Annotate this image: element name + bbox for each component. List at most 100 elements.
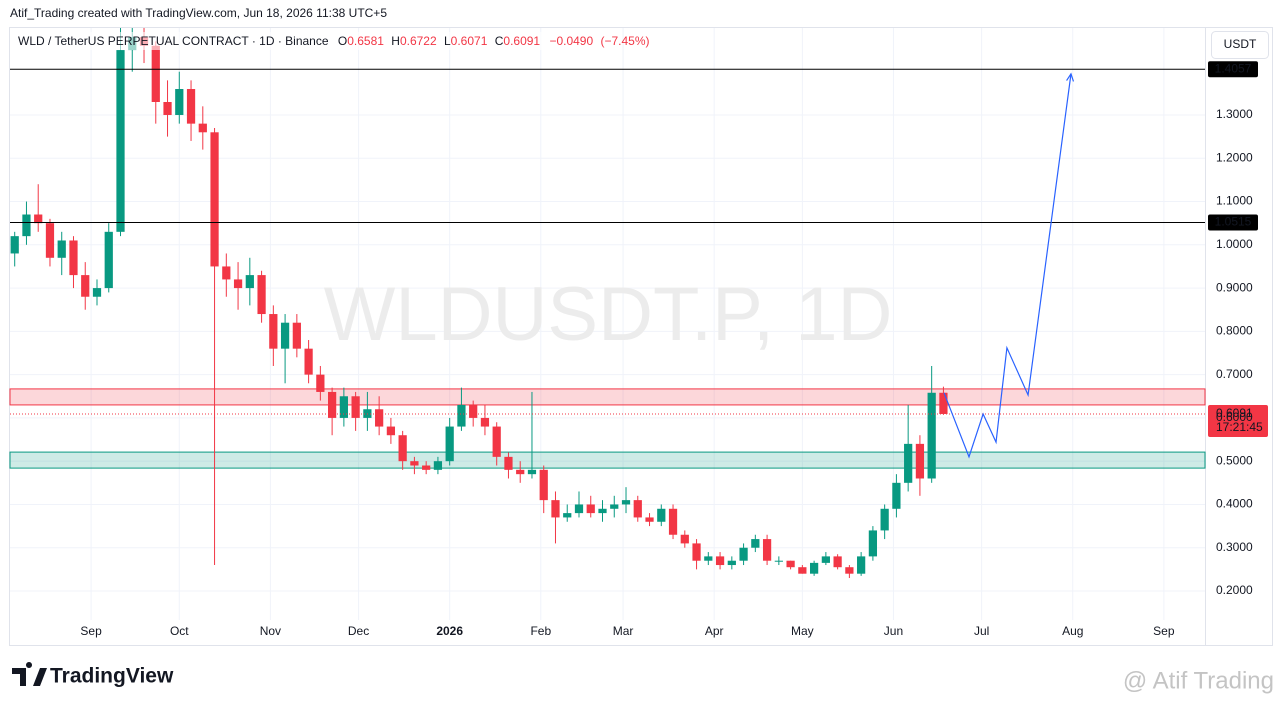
candle-body xyxy=(151,45,160,102)
candle-body xyxy=(116,50,125,232)
y-tick-label: 0.6000 xyxy=(1216,410,1253,424)
candle-body xyxy=(598,508,607,514)
candle-body xyxy=(680,534,689,544)
candle-body xyxy=(727,560,736,566)
watermark: WLDUSDT.P, 1D xyxy=(324,272,893,357)
high-value: 0.6722 xyxy=(400,34,437,48)
candle-body xyxy=(880,508,889,531)
y-tick-label: 0.7000 xyxy=(1216,367,1253,381)
candle-body xyxy=(245,275,254,289)
header-credit: Atif_Trading created with TradingView.co… xyxy=(10,6,387,20)
price-zone xyxy=(9,388,1206,406)
chart-frame xyxy=(9,27,1273,646)
candle-body xyxy=(304,348,313,375)
x-tick-label: Nov xyxy=(260,624,281,638)
candle-body xyxy=(175,89,184,115)
ohlc-legend: WLD / TetherUS PERPETUAL CONTRACT · 1D ·… xyxy=(18,34,650,48)
candle-body xyxy=(45,223,55,258)
x-tick-label: Sep xyxy=(80,624,102,638)
y-tick-label: 0.2000 xyxy=(1216,583,1253,597)
currency-button[interactable] xyxy=(1211,31,1269,59)
candle-body xyxy=(657,508,666,522)
candle-body xyxy=(492,426,501,457)
x-tick-label: Sep xyxy=(1153,624,1175,638)
candle-body xyxy=(762,539,772,561)
countdown-label: 17:21:45 xyxy=(1216,420,1263,434)
candle-body xyxy=(645,517,654,522)
candle-body xyxy=(328,391,337,418)
tradingview-logo: TradingView xyxy=(12,662,174,688)
candle-body xyxy=(339,396,348,418)
symbol-title: WLD / TetherUS PERPETUAL CONTRACT · 1D ·… xyxy=(18,34,329,48)
change-percent: (−7.45%) xyxy=(601,34,650,48)
high-label: H xyxy=(391,34,400,48)
last-price-tag xyxy=(1208,404,1268,437)
open-label: O xyxy=(338,34,347,48)
currency-label[interactable]: USDT xyxy=(1224,37,1257,51)
axes: 0.2000 0.3000 0.4000 0.5000 0.6000 0.7000 0.80… xyxy=(80,107,1253,638)
candle-body xyxy=(410,461,419,466)
candle-body xyxy=(610,504,619,509)
x-tick-label: Jun xyxy=(884,624,903,638)
candle-body xyxy=(198,123,207,133)
candle-body xyxy=(92,288,102,297)
level-tag xyxy=(1208,214,1258,231)
candle-body xyxy=(904,443,913,483)
candle-body xyxy=(516,469,525,475)
price-zone xyxy=(9,451,1206,469)
candle-body xyxy=(422,465,431,470)
candle-body xyxy=(527,469,537,475)
candle-body xyxy=(316,374,325,392)
x-tick-label: May xyxy=(791,624,814,638)
candle-body xyxy=(22,214,31,237)
x-tick-label: 2026 xyxy=(436,624,463,638)
x-tick-label: Oct xyxy=(170,624,189,638)
candle-body xyxy=(163,102,172,115)
candle-body xyxy=(398,435,407,462)
candle-body xyxy=(845,567,854,574)
candle-body xyxy=(539,469,548,501)
close-label: C xyxy=(495,34,504,48)
y-tick-label: 0.5000 xyxy=(1216,453,1253,467)
candle-body xyxy=(915,443,925,479)
x-tick-label: Jul xyxy=(974,624,989,638)
candle-body xyxy=(257,275,266,315)
candle-body xyxy=(809,562,819,574)
candle-body xyxy=(621,500,631,505)
low-value: 0.6071 xyxy=(451,34,488,48)
candle-body xyxy=(104,231,113,289)
candle-body xyxy=(504,456,513,470)
x-tick-label: Apr xyxy=(705,624,724,638)
candles xyxy=(10,28,948,579)
logo-text: TradingView xyxy=(50,665,174,688)
level-tag-label: 1.4057 xyxy=(1215,61,1252,75)
candle-body xyxy=(186,89,196,124)
x-tick-label: Dec xyxy=(348,624,369,638)
candle-body xyxy=(715,556,725,566)
x-tick-label: Feb xyxy=(530,624,551,638)
candle-body xyxy=(751,539,760,548)
grid xyxy=(10,28,1205,620)
last-price-label: 0.6091 xyxy=(1216,406,1253,420)
candle-body xyxy=(574,504,584,514)
candle-body xyxy=(692,543,701,561)
open-value: 0.6581 xyxy=(347,34,384,48)
candle-body xyxy=(892,482,901,509)
y-tick-label: 1.3000 xyxy=(1216,107,1253,121)
candle-body xyxy=(857,556,866,574)
projection-arrowhead xyxy=(1066,72,1075,82)
candle-body xyxy=(81,275,90,297)
candle-body xyxy=(222,266,231,280)
level-tag xyxy=(1208,61,1258,78)
x-tick-label: Aug xyxy=(1062,624,1083,638)
candle-body xyxy=(57,240,66,258)
candle-body xyxy=(433,461,443,470)
candle-body xyxy=(668,508,678,535)
candle-body xyxy=(939,392,948,414)
candle-body xyxy=(34,214,43,224)
y-tick-label: 1.2000 xyxy=(1216,150,1253,164)
candle-body xyxy=(927,392,936,479)
candle-body xyxy=(233,279,243,289)
